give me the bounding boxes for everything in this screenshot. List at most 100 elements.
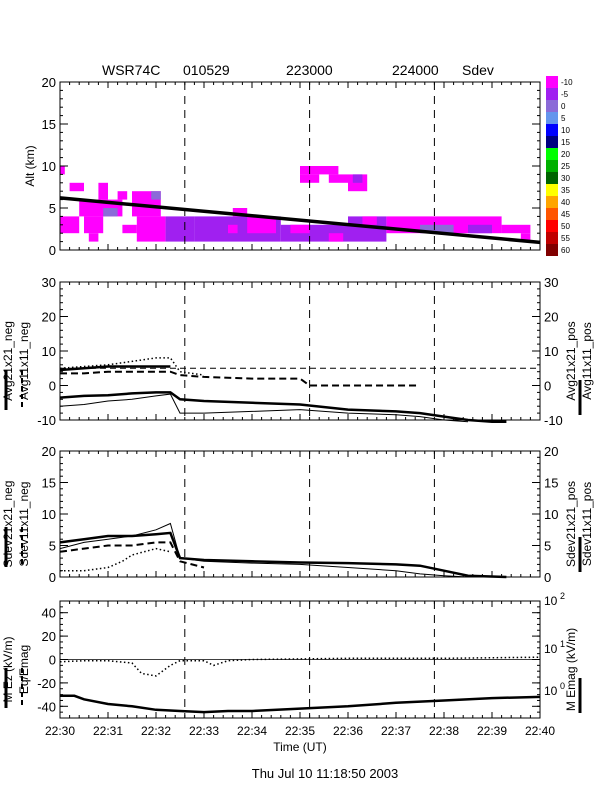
colorbar-swatch: [546, 220, 558, 232]
header-time-start: 223000: [286, 62, 333, 78]
y-tick-label: 40: [42, 606, 56, 621]
y-axis-label-left: Avg11x11_neg: [17, 322, 31, 400]
heatmap-cell: [300, 166, 339, 175]
x-tick-label: 22:31: [93, 724, 123, 738]
heatmap-cell: [232, 208, 248, 217]
colorbar-label: 55: [561, 234, 570, 243]
series-line: [60, 547, 171, 572]
y-tick-label: -20: [37, 676, 56, 691]
x-tick-label: 22:34: [237, 724, 267, 738]
colorbar-label: 60: [561, 246, 570, 255]
colorbar-label: 40: [561, 198, 570, 207]
header-field: Sdev: [462, 62, 494, 78]
colorbar-swatch: [546, 232, 558, 244]
y-tick-label: 15: [42, 117, 56, 132]
header-time-end: 224000: [392, 62, 439, 78]
series-line: [59, 391, 507, 423]
y-axis-label-right: M Emag (kV/m): [564, 628, 578, 711]
series-line: [59, 196, 541, 245]
y-tick-label-right: 0: [544, 379, 551, 394]
heatmap-cell: [165, 216, 195, 242]
y-tick-label-right: 15: [544, 476, 558, 491]
colorbar-swatch: [546, 160, 558, 172]
y-tick-label: 20: [42, 444, 56, 459]
x-axis-label: Time (UT): [273, 740, 327, 754]
colorbar-swatch: [546, 244, 558, 256]
y-tick-label: 10: [42, 344, 56, 359]
heatmap-cell: [328, 174, 348, 183]
colorbar-swatch: [546, 100, 558, 112]
heatmap-cell: [151, 191, 161, 200]
heatmap-cell: [228, 224, 238, 234]
heatmap-cell: [103, 208, 118, 217]
heatmap-cell: [362, 216, 377, 225]
heatmap-cell: [520, 233, 531, 242]
heatmap-cell: [328, 233, 344, 242]
y-axis-label-left: Avg21x21_neg: [1, 321, 15, 401]
y-tick-label: 10: [42, 507, 56, 522]
y-axis-label-right: Avg21x21_pos: [564, 321, 578, 400]
series-line: [60, 694, 541, 714]
heatmap-cell: [69, 182, 84, 192]
colorbar-label: 50: [561, 222, 570, 231]
heatmap-cell: [88, 233, 99, 242]
colorbar-label: 45: [561, 210, 570, 219]
y-tick-label-right: 0: [544, 570, 551, 585]
heatmap-cell: [290, 224, 310, 234]
y-tick-label: 20: [42, 310, 56, 325]
x-tick-label: 22:35: [285, 724, 315, 738]
y-tick-label-right: 10: [544, 594, 558, 608]
y-tick-label-right: 20: [544, 310, 558, 325]
heatmap-cell: [117, 191, 128, 200]
colorbar-label: 35: [561, 186, 570, 195]
header-radar: WSR74C: [102, 62, 160, 78]
y-axis-label: Alt (km): [23, 145, 37, 186]
y-tick-exponent: 0: [560, 681, 565, 691]
panel-3: 0 0 5 5 10 10 15 15 20 20 Sdev21x21_neg Sdev11x11_n…: [1, 444, 594, 585]
y-tick-label: -40: [37, 699, 56, 714]
plot-frame: [59, 450, 541, 578]
heatmap-cell: [98, 182, 108, 200]
colorbar-swatch: [546, 196, 558, 208]
y-axis-label-right: Sdev21x21_pos: [564, 481, 578, 567]
y-tick-label: 0: [49, 243, 56, 258]
series-line: [59, 541, 205, 569]
colorbar-swatch: [546, 124, 558, 136]
y-tick-label-right: 10: [544, 684, 558, 698]
y-tick-label: 15: [42, 476, 56, 491]
y-tick-label-right: 10: [544, 344, 558, 359]
y-tick-label-right: 10: [544, 642, 558, 656]
y-axis-label-right: Avg11x11_pos: [580, 322, 594, 399]
colorbar-label: 30: [561, 174, 570, 183]
y-tick-label: 0: [49, 379, 56, 394]
heatmap-cell: [352, 174, 363, 183]
colorbar-label: 5: [561, 114, 566, 123]
y-axis-label-left: Sdev21x21_neg: [1, 481, 15, 568]
y-tick-label: 0: [49, 653, 56, 668]
y-tick-exponent: 2: [560, 591, 565, 601]
y-axis-label-left: M Ez (kV/m): [1, 637, 15, 703]
header-date: 010529: [183, 62, 230, 78]
colorbar-label: 15: [561, 138, 570, 147]
colorbar-swatch: [546, 136, 558, 148]
y-axis-label-right: Sdev11x11_pos: [580, 482, 594, 566]
y-tick-label: 10: [42, 159, 56, 174]
y-tick-label: 30: [42, 275, 56, 290]
y-tick-label-right: 10: [544, 507, 558, 522]
series-line: [60, 370, 420, 387]
y-tick-label: 20: [42, 629, 56, 644]
colorbar-swatch: [546, 184, 558, 196]
y-tick-label: 5: [49, 201, 56, 216]
panel-4: 22:30 22:31 22:32 22:33 22:34 22:35 22:36 22:37…: [1, 591, 582, 754]
colorbar-label: -10: [561, 78, 573, 87]
series-line: [59, 365, 171, 372]
x-tick-label: 22:37: [381, 724, 411, 738]
footer-timestamp: Thu Jul 10 11:18:50 2003: [252, 766, 399, 781]
x-tick-label: 22:32: [141, 724, 171, 738]
colorbar-swatch: [546, 208, 558, 220]
heatmap-cell: [300, 174, 320, 183]
colorbar-swatch: [546, 112, 558, 124]
y-tick-label-right: 30: [544, 275, 558, 290]
colorbar-swatch: [546, 172, 558, 184]
colorbar-label: 20: [561, 150, 570, 159]
